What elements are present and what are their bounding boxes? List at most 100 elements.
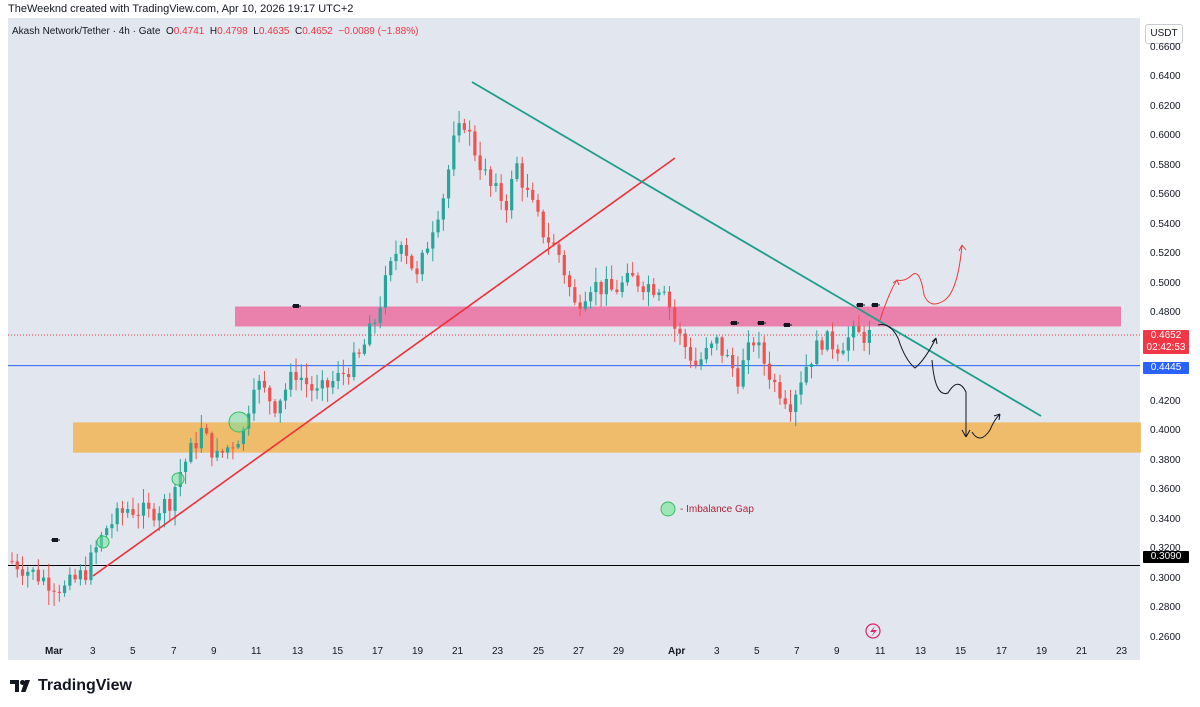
price-tick-label: 0.3800 bbox=[1150, 454, 1181, 466]
time-tick-label: 5 bbox=[754, 646, 760, 657]
candle-body bbox=[510, 179, 514, 211]
time-tick-label: Apr bbox=[668, 646, 686, 657]
candle-body bbox=[446, 169, 451, 199]
candle-body bbox=[36, 569, 40, 582]
time-tick-label: 13 bbox=[292, 646, 304, 657]
time-tick-label: 19 bbox=[412, 646, 424, 657]
current-price-tag: 0.4652 02:42:53 bbox=[1143, 330, 1189, 354]
candle-body bbox=[110, 524, 114, 529]
time-tick-label: 29 bbox=[613, 646, 625, 657]
candle-body bbox=[89, 552, 93, 581]
candle-body bbox=[594, 281, 598, 293]
candle-body bbox=[788, 404, 793, 412]
candle-body bbox=[573, 287, 577, 303]
candle-body bbox=[652, 284, 656, 296]
price-tick-label: 0.5800 bbox=[1150, 159, 1181, 171]
candle-body bbox=[331, 381, 335, 388]
time-tick-label: 17 bbox=[996, 646, 1008, 657]
candle-body bbox=[589, 292, 593, 302]
candle-body bbox=[631, 272, 635, 276]
chart-area[interactable] bbox=[8, 18, 1140, 660]
candle-body bbox=[604, 278, 608, 295]
candle-body bbox=[662, 291, 666, 293]
candle-body bbox=[320, 380, 324, 389]
time-tick-label: 17 bbox=[372, 646, 384, 657]
change-value: −0.0089 (−1.88%) bbox=[338, 26, 419, 37]
candle-body bbox=[162, 499, 167, 514]
candle-body bbox=[226, 447, 230, 453]
descending-trendline bbox=[471, 81, 1042, 417]
time-tick-label: 7 bbox=[794, 646, 800, 657]
candle-body bbox=[683, 333, 687, 348]
candle-body bbox=[578, 302, 582, 309]
candle-body bbox=[231, 447, 235, 449]
candle-body bbox=[857, 326, 861, 332]
imbalance-circle-2 bbox=[228, 411, 250, 433]
candle-body bbox=[315, 388, 319, 391]
candle-body bbox=[147, 502, 151, 509]
price-tick-label: 0.4800 bbox=[1150, 307, 1181, 319]
ascending-trendline bbox=[92, 157, 676, 577]
candle-body bbox=[289, 371, 293, 390]
candle-body bbox=[262, 380, 267, 388]
candle-body bbox=[210, 433, 214, 458]
imbalance-legend-dot bbox=[660, 501, 676, 517]
low-label: L bbox=[253, 26, 259, 37]
price-tick-label: 0.4200 bbox=[1150, 395, 1181, 407]
candle-body bbox=[373, 322, 377, 324]
candle-body bbox=[567, 275, 572, 288]
candle-body bbox=[557, 244, 561, 255]
candle-body bbox=[194, 442, 198, 449]
candle-body bbox=[704, 347, 708, 360]
candle-body bbox=[152, 508, 156, 521]
candle-body bbox=[620, 282, 624, 293]
time-tick-label: 21 bbox=[1076, 646, 1088, 657]
time-tick-label: 27 bbox=[573, 646, 585, 657]
candle-body bbox=[41, 577, 46, 582]
candle-body bbox=[725, 355, 729, 357]
bearish-projection-path-1 bbox=[877, 324, 938, 369]
candle-body bbox=[120, 508, 125, 513]
time-tick-label: 3 bbox=[90, 646, 96, 657]
close-value: 0.4652 bbox=[302, 26, 333, 37]
tradingview-logo[interactable]: TradingView bbox=[10, 677, 132, 695]
candle-body bbox=[310, 384, 314, 391]
candle-body bbox=[830, 331, 835, 350]
candle-body bbox=[10, 561, 14, 563]
candle-body bbox=[625, 272, 630, 283]
candle-body bbox=[846, 337, 850, 351]
candle-body bbox=[536, 199, 540, 212]
time-tick-label: 23 bbox=[492, 646, 504, 657]
candle-body bbox=[378, 307, 382, 323]
candle-body bbox=[473, 131, 477, 156]
price-tick-label: 0.3400 bbox=[1150, 513, 1181, 525]
candle-body bbox=[394, 253, 398, 262]
price-tick-label: 0.5200 bbox=[1150, 248, 1181, 260]
symbol-name[interactable]: Akash Network/Tether · 4h · Gate bbox=[12, 26, 161, 37]
candle-body bbox=[462, 123, 466, 130]
price-tick-label: 0.3600 bbox=[1150, 484, 1181, 496]
price-tick-label: 0.6000 bbox=[1150, 130, 1181, 142]
candle-body bbox=[68, 574, 72, 586]
candle-body bbox=[273, 401, 277, 414]
time-tick-label: 9 bbox=[834, 646, 840, 657]
candle-body bbox=[399, 245, 403, 254]
candle-body bbox=[483, 169, 487, 171]
currency-button[interactable]: USDT bbox=[1145, 24, 1183, 44]
bullish-projection-path bbox=[879, 244, 967, 321]
candle-body bbox=[131, 509, 135, 515]
credit-text: TheWeeknd created with TradingView.com, … bbox=[8, 3, 354, 15]
low-value: 0.4635 bbox=[258, 26, 290, 37]
candle-body bbox=[762, 342, 766, 364]
candle-body bbox=[341, 372, 345, 375]
tradingview-wordmark: TradingView bbox=[38, 677, 132, 694]
candle-body bbox=[657, 292, 661, 296]
high-value: 0.4798 bbox=[217, 26, 248, 37]
candle-body bbox=[699, 359, 703, 366]
blue-level-tag: 0.4445 bbox=[1143, 362, 1189, 374]
candle-body bbox=[809, 364, 814, 367]
bearish-projection-path-3 bbox=[971, 413, 1001, 439]
candle-body bbox=[836, 349, 840, 354]
candle-body bbox=[767, 363, 772, 380]
